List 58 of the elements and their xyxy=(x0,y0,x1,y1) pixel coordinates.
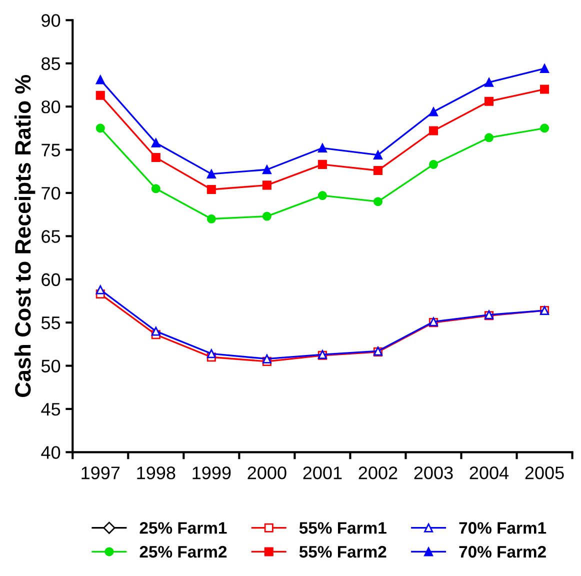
y-tick-label: 40 xyxy=(41,446,60,459)
legend-label: 70% Farm2 xyxy=(459,546,546,558)
x-tick-label: 2005 xyxy=(525,466,564,480)
point xyxy=(318,160,327,169)
point xyxy=(373,150,382,160)
point xyxy=(484,78,494,87)
legend-label: 70% Farm1 xyxy=(459,522,546,534)
x-tick-label: 1997 xyxy=(82,466,120,480)
point xyxy=(540,124,550,133)
point xyxy=(206,349,216,358)
y-tick-label: 75 xyxy=(42,144,60,156)
point xyxy=(151,138,160,148)
point xyxy=(96,285,105,294)
point xyxy=(206,184,216,194)
point xyxy=(428,126,438,136)
x-tick-label: 2004 xyxy=(470,466,509,480)
point xyxy=(262,354,272,364)
y-tick-label: 70 xyxy=(42,186,60,200)
point xyxy=(151,184,160,194)
point xyxy=(484,133,494,142)
y-tick-label: 80 xyxy=(42,100,60,114)
y-tick-label: 60 xyxy=(42,273,60,286)
y-tick-label: 65 xyxy=(42,230,60,243)
y-tick-label: 45 xyxy=(41,403,60,416)
point xyxy=(96,124,105,133)
point xyxy=(262,180,272,190)
point xyxy=(428,107,438,116)
point xyxy=(151,326,160,336)
point xyxy=(151,153,160,162)
x-tick-label: 2003 xyxy=(414,466,453,480)
point xyxy=(540,64,550,74)
x-tick-label: 2000 xyxy=(248,466,286,480)
point xyxy=(96,90,105,100)
point xyxy=(318,144,327,153)
point xyxy=(206,214,216,224)
x-tick-label: 2001 xyxy=(303,466,342,480)
y-tick-label: 85 xyxy=(42,57,60,70)
point xyxy=(540,84,550,94)
legend-label: 25% Farm2 xyxy=(140,546,227,558)
x-tick-label: 1998 xyxy=(137,466,176,480)
legend-label: 55% Farm2 xyxy=(299,546,386,558)
y-tick-label: 55 xyxy=(41,316,60,330)
point xyxy=(262,165,272,174)
point xyxy=(96,75,105,84)
point xyxy=(318,191,327,200)
point xyxy=(373,197,382,206)
point xyxy=(373,166,382,176)
legend-label: 25% Farm1 xyxy=(140,522,227,534)
point xyxy=(262,212,272,221)
point xyxy=(484,96,494,106)
legend-label: 55% Farm1 xyxy=(299,522,386,534)
y-tick-label: 50 xyxy=(41,360,60,372)
x-tick-label: 1999 xyxy=(192,466,231,480)
point xyxy=(206,169,216,178)
point xyxy=(428,160,438,169)
y-tick-label: 90 xyxy=(42,14,60,27)
y-axis-title: Cash Cost to Receipts Ratio % xyxy=(14,74,36,397)
x-tick-label: 2002 xyxy=(358,466,398,480)
